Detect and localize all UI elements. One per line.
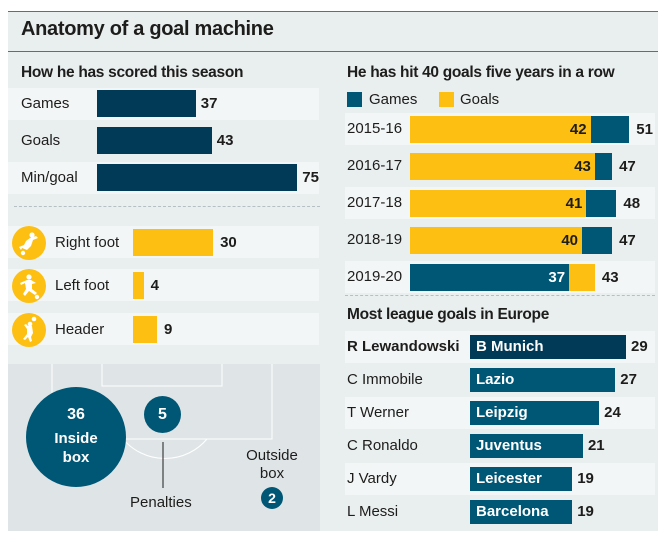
goals-value: 21: [587, 437, 605, 454]
club-bar: [470, 335, 627, 359]
season-row-label: Goals: [21, 132, 61, 149]
games-bar: [410, 264, 570, 291]
goals-bar: [410, 116, 591, 143]
club-name: Barcelona: [476, 503, 549, 520]
legend-games-swatch: [347, 92, 362, 107]
outer-bar-value: 47: [619, 232, 636, 249]
goals-value: 24: [604, 404, 621, 421]
outer-bar-value: 51: [636, 121, 653, 138]
season-bar: [97, 90, 196, 117]
season-row-label: Min/goal: [21, 169, 78, 186]
penalty-arc: [122, 438, 208, 459]
penalties-bubble: 5: [144, 396, 181, 433]
six-yard-box: [101, 364, 223, 387]
top-rule: [8, 11, 658, 12]
player-name: L Messi: [347, 503, 399, 520]
page-title: Anatomy of a goal machine: [21, 18, 274, 40]
method-row-label: Left foot: [55, 277, 110, 294]
europe-heading: Most league goals in Europe: [347, 306, 550, 323]
club-name: Leicester: [476, 470, 542, 487]
club-bar: [470, 368, 616, 392]
inside-box-value: 36: [67, 406, 85, 423]
club-bar: [470, 401, 600, 425]
player-name: T Werner: [347, 404, 409, 421]
club-name: Juventus: [476, 437, 542, 454]
club-bar: [470, 434, 583, 458]
inside-box-label-2: box: [62, 449, 90, 466]
goals-bar: [410, 153, 595, 180]
method-bar-value: 30: [220, 234, 237, 251]
inside-box-label-1: Inside: [54, 430, 98, 447]
season-bar-value: 43: [216, 132, 234, 149]
club-bar: [470, 467, 573, 491]
player-name: R Lewandowski: [347, 338, 460, 355]
season-label: 2019-20: [347, 268, 403, 285]
outside-box-label-2: box: [259, 465, 285, 482]
method-bar-value: 9: [164, 321, 173, 338]
club-name: B Munich: [476, 338, 544, 355]
outside-box-label-1: Outside: [246, 447, 298, 464]
method-row-label: Right foot: [55, 234, 120, 251]
player-name: C Immobile: [347, 371, 423, 388]
row-stripe: [8, 269, 319, 301]
inner-bar-value: 42: [569, 121, 587, 138]
outer-bar-value: 43: [601, 269, 619, 286]
inner-bar-value: 37: [548, 269, 566, 286]
goals-value: 19: [577, 470, 594, 487]
title-rule: [8, 51, 658, 52]
inside-box-bubble: 36 Inside box: [26, 387, 126, 487]
method-bar: [133, 316, 158, 343]
outer-bar-value: 47: [619, 158, 636, 175]
divider: [345, 295, 655, 296]
season-label: 2018-19: [347, 231, 403, 248]
penalties-label: Penalties: [130, 494, 192, 511]
inner-bar-value: 40: [561, 232, 578, 249]
season-label: 2015-16: [347, 120, 403, 137]
outside-box-bubble: 2: [261, 487, 283, 509]
outer-bar-value: 48: [623, 195, 641, 212]
inner-bar-value: 41: [565, 195, 583, 212]
season-heading: How he has scored this season: [21, 64, 244, 81]
legend-goals-label: Goals: [460, 91, 500, 108]
divider: [14, 206, 320, 207]
goals-value: 19: [577, 503, 594, 520]
season-label: 2017-18: [347, 194, 403, 211]
method-bar: [133, 272, 144, 299]
header-icon: [12, 313, 46, 347]
club-name: Leipzig: [476, 404, 528, 421]
season-label: 2016-17: [347, 157, 403, 174]
method-bar-value: 4: [150, 277, 160, 294]
goals-bar: [410, 227, 582, 254]
row-stripe: [8, 313, 319, 345]
player-name: C Ronaldo: [347, 437, 418, 454]
season-bar-value: 75: [302, 169, 319, 186]
left-foot-kick-icon: [12, 269, 46, 303]
goals-bar: [410, 190, 587, 217]
club-name: Lazio: [476, 371, 515, 388]
method-row-label: Header: [55, 321, 105, 338]
goals-value: 29: [631, 338, 648, 355]
method-bar: [133, 229, 214, 256]
outside-box-label: Outside box: [244, 447, 300, 483]
season-bar-value: 37: [200, 95, 218, 112]
legend-games-label: Games: [369, 91, 418, 108]
season-row-label: Games: [21, 95, 70, 112]
inner-bar-value: 43: [574, 158, 591, 175]
player-name: J Vardy: [347, 470, 397, 487]
season-bar: [97, 127, 212, 154]
season-bar: [97, 164, 298, 191]
streak-heading: He has hit 40 goals five years in a row: [347, 64, 615, 81]
club-bar: [470, 500, 573, 524]
right-foot-kick-icon: [12, 226, 46, 260]
legend-goals-swatch: [439, 92, 454, 107]
goals-value: 27: [620, 371, 637, 388]
